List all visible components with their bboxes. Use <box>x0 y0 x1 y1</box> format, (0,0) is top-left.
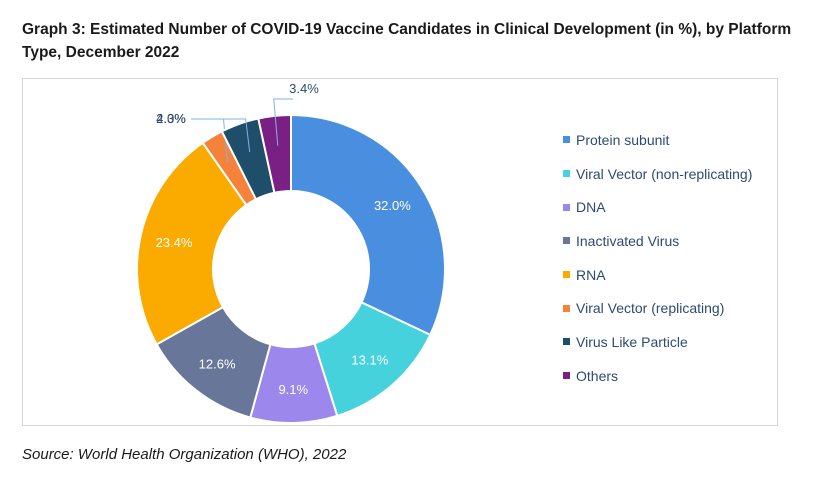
legend-label: DNA <box>576 199 606 216</box>
chart-legend: Protein subunit Viral Vector (non-replica… <box>563 123 752 393</box>
slice-rna <box>136 141 248 346</box>
legend-label: RNA <box>576 266 606 283</box>
legend-swatch <box>563 136 570 144</box>
data-label-rna: 23.4% <box>156 235 193 250</box>
legend-label: Virus Like Particle <box>576 333 688 350</box>
legend-swatch <box>563 372 570 380</box>
chart-title: Graph 3: Estimated Number of COVID-19 Va… <box>22 21 792 61</box>
data-label-dna: 9.1% <box>278 382 308 397</box>
legend-item-dna: DNA <box>563 190 752 224</box>
slice-protein-subunit <box>290 113 446 337</box>
legend-swatch <box>563 304 570 312</box>
legend-label: Viral Vector (non-replicating) <box>576 165 753 182</box>
slice-others <box>257 113 292 194</box>
legend-item-protein-subunit: Protein subunit <box>563 123 752 157</box>
legend-item-virus-like-particle: Virus Like Particle <box>563 325 752 359</box>
chart-area: 32.0% 13.1% 9.1% 12.6% 23.4% 2.3% 4.0% 3.4% Pro… <box>22 78 778 426</box>
legend-label: Viral Vector (replicating) <box>576 300 725 317</box>
data-label-viral-vector-non-replicating: 13.1% <box>351 352 388 367</box>
legend-item-viral-vector-non-replicating: Viral Vector (non-replicating) <box>563 157 752 191</box>
data-label-inactivated-virus: 12.6% <box>199 357 236 372</box>
data-label-others: 3.4% <box>289 81 319 96</box>
legend-item-others: Others <box>563 359 752 393</box>
source-note: Source: World Health Organization (WHO),… <box>22 446 347 463</box>
legend-label: Inactivated Virus <box>576 232 680 249</box>
legend-swatch <box>563 170 570 178</box>
data-label-protein-subunit: 32.0% <box>374 198 411 213</box>
data-label-viral-vector-replicating: 2.3% <box>156 111 186 126</box>
donut-chart: 32.0% 13.1% 9.1% 12.6% 23.4% 2.3%4.0% 3.4% <box>136 81 446 424</box>
legend-item-rna: RNA <box>563 258 752 292</box>
legend-swatch <box>563 338 570 346</box>
data-label-virus-like-particle: 4.0% <box>156 111 186 126</box>
legend-swatch <box>563 237 570 245</box>
legend-swatch <box>563 203 570 211</box>
legend-item-viral-vector-replicating: Viral Vector (replicating) <box>563 291 752 325</box>
legend-item-inactivated-virus: Inactivated Virus <box>563 224 752 258</box>
leader-line-virus-like-particle <box>191 118 251 153</box>
legend-swatch <box>563 271 570 279</box>
legend-label: Protein subunit <box>576 131 670 148</box>
leader-line-others <box>273 98 293 146</box>
legend-label: Others <box>576 367 619 384</box>
